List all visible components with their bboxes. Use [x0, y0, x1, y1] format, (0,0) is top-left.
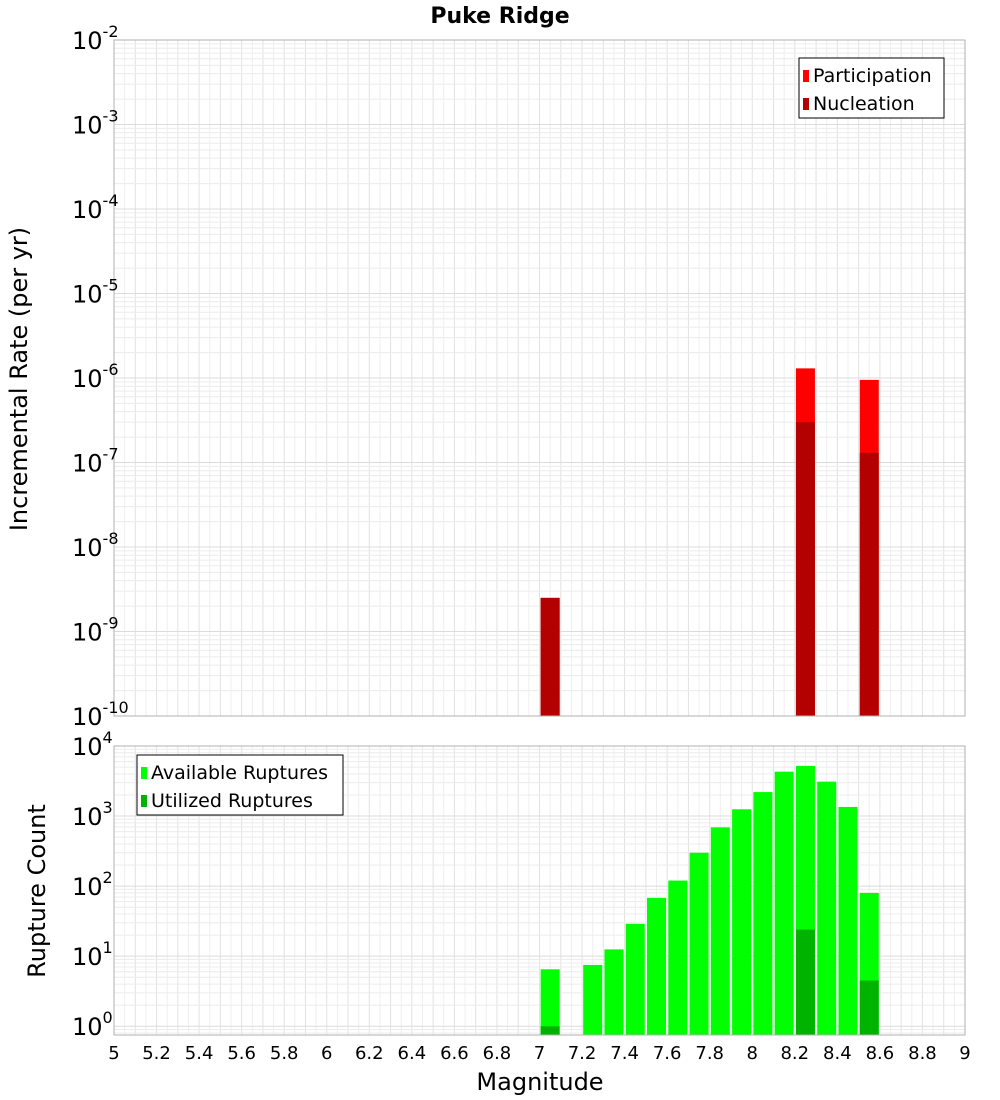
- y-tick-label: 100: [72, 1008, 113, 1041]
- y-tick-label: 101: [72, 938, 113, 971]
- legend-box: [798, 57, 945, 119]
- y-tick-label: 10-3: [72, 107, 119, 140]
- magnitude-axis-label: Magnitude: [476, 1068, 603, 1096]
- x-tick-label: 8.6: [866, 1043, 895, 1064]
- bar-available-ruptures-6: [689, 852, 709, 1035]
- bar-available-ruptures-12: [817, 781, 837, 1035]
- x-tick-label: 5.2: [142, 1043, 171, 1064]
- legend: Available Ruptures Utilized Ruptures: [136, 754, 344, 816]
- legend-label: Nucleation: [813, 93, 915, 115]
- x-tick-label: 8.2: [780, 1043, 809, 1064]
- x-tick-label: 5: [108, 1043, 119, 1064]
- y-tick-labels: 10-10 10-9 10-8 10-7 10-6 10-5 10-4 10-3 10-2: [72, 22, 129, 731]
- x-tick-label: 7: [534, 1043, 545, 1064]
- y-tick-label: 10-6: [72, 360, 119, 393]
- y-tick-labels: 100 101 102 103 104: [72, 728, 113, 1041]
- plot-frame: [113, 745, 966, 1036]
- x-tick-label: 6.8: [483, 1043, 512, 1064]
- legend-label: Utilized Ruptures: [151, 790, 313, 812]
- x-tick-label: 7.2: [568, 1043, 597, 1064]
- y-tick-label: 10-7: [72, 445, 119, 478]
- rupture-count-panel: 100 101 102 103 104 Available Ruptures Utilize…: [72, 728, 971, 1064]
- y-tick-label: 10-5: [72, 276, 119, 309]
- bar-available-ruptures-4: [647, 897, 667, 1035]
- bars: [540, 765, 879, 1035]
- gridlines: [114, 40, 965, 716]
- bar-available-ruptures-13: [838, 806, 858, 1035]
- bar-available-ruptures-0: [540, 969, 560, 1035]
- bar-available-ruptures-8: [732, 809, 752, 1035]
- bar-available-ruptures-5: [668, 880, 688, 1035]
- y-tick-label: 103: [72, 798, 113, 831]
- incremental-rate-axis-label: Incremental Rate (per yr): [5, 227, 33, 531]
- x-tick-label: 8.8: [908, 1043, 937, 1064]
- rupture-count-axis-label: Rupture Count: [23, 804, 51, 978]
- legend-box: [136, 754, 344, 816]
- y-tick-label: 10-2: [72, 22, 119, 55]
- bar-available-ruptures-2: [604, 949, 624, 1035]
- bar-utilized-ruptures-0: [540, 1026, 560, 1035]
- x-tick-label: 7.4: [610, 1043, 639, 1064]
- legend-label: Available Ruptures: [151, 762, 328, 784]
- bar-nucleation-2: [859, 452, 879, 716]
- x-tick-label: 6.4: [398, 1043, 427, 1064]
- plot-frame: [113, 39, 966, 717]
- y-tick-label: 10-10: [72, 698, 129, 731]
- bar-utilized-ruptures-2: [859, 980, 879, 1035]
- bar-available-ruptures-7: [710, 827, 730, 1035]
- bar-utilized-ruptures-1: [795, 929, 815, 1035]
- x-tick-label: 8.4: [823, 1043, 852, 1064]
- x-tick-label: 7.8: [695, 1043, 724, 1064]
- legend-swatch: [141, 795, 147, 807]
- y-tick-label: 10-9: [72, 614, 119, 647]
- legend-label: Participation: [813, 65, 932, 87]
- y-tick-label: 102: [72, 868, 113, 901]
- bar-nucleation-1: [795, 422, 815, 716]
- bar-available-ruptures-1: [583, 964, 603, 1035]
- x-tick-label: 5.8: [270, 1043, 299, 1064]
- bar-available-ruptures-10: [774, 771, 794, 1035]
- x-tick-label: 8: [747, 1043, 758, 1064]
- y-tick-label: 10-4: [72, 191, 119, 224]
- legend-swatch: [803, 70, 809, 82]
- legend-swatch: [141, 767, 147, 779]
- bar-nucleation-0: [540, 597, 560, 716]
- x-tick-label: 5.6: [227, 1043, 256, 1064]
- x-tick-label: 6.2: [355, 1043, 384, 1064]
- x-tick-label: 5.4: [185, 1043, 214, 1064]
- x-tick-label: 6: [321, 1043, 332, 1064]
- bar-available-ruptures-9: [753, 792, 773, 1035]
- legend-swatch: [803, 98, 809, 110]
- x-tick-label: 6.6: [440, 1043, 469, 1064]
- legend: Participation Nucleation: [798, 57, 945, 119]
- incremental-rate-panel: 10-10 10-9 10-8 10-7 10-6 10-5 10-4 10-3 10-2 Par…: [72, 22, 966, 731]
- y-tick-label: 104: [72, 728, 113, 761]
- bars: [540, 368, 879, 716]
- x-tick-label: 9: [959, 1043, 970, 1064]
- x-tick-labels: 5 5.2 5.4 5.6 5.8 6 6.2 6.4 6.6 6.8 7 7.2 7.4 7.6 7.8 8…: [108, 1043, 970, 1064]
- chart-title: Puke Ridge: [430, 4, 569, 29]
- y-tick-label: 10-8: [72, 529, 119, 562]
- x-tick-label: 7.6: [653, 1043, 682, 1064]
- bar-available-ruptures-3: [625, 923, 645, 1035]
